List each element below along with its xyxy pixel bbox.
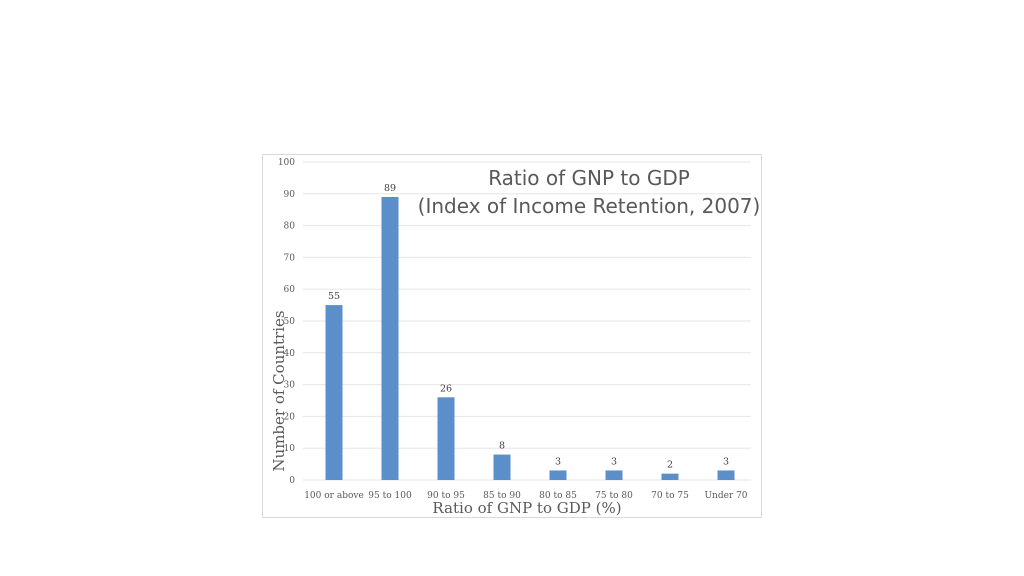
chart-title: Ratio of GNP to GDP <box>488 166 690 190</box>
x-tick-label: Under 70 <box>704 491 747 501</box>
data-label: 2 <box>667 460 673 471</box>
bars <box>325 196 735 481</box>
bar <box>661 473 679 480</box>
data-label: 8 <box>499 441 505 452</box>
gridlines <box>303 161 751 481</box>
bar <box>549 470 567 480</box>
bar <box>437 397 455 480</box>
x-axis-title: Ratio of GNP to GDP (%) <box>432 499 621 517</box>
bar <box>381 196 399 481</box>
data-label: 89 <box>384 183 396 194</box>
data-labels: 55 89 26 8 3 3 2 3 <box>328 183 729 471</box>
x-tick-label: 90 to 95 <box>427 491 465 501</box>
x-tick-label: 80 to 85 <box>539 491 577 501</box>
bar-chart: 0 10 20 30 40 50 60 70 80 90 100 55 89 26 8 3 3 2 3 100 o… <box>270 158 761 517</box>
y-tick-label: 20 <box>284 412 296 422</box>
y-axis-title: Number of Countries <box>270 310 288 471</box>
data-label: 26 <box>440 383 452 394</box>
y-tick-label: 60 <box>284 285 296 295</box>
data-label: 3 <box>723 456 729 467</box>
x-tick-label: 95 to 100 <box>368 491 412 501</box>
y-tick-label: 80 <box>284 222 296 232</box>
x-tick-label: 85 to 90 <box>483 491 521 501</box>
x-tick-label: 100 or above <box>304 491 364 501</box>
chart-area: 0 10 20 30 40 50 60 70 80 90 100 55 89 26 8 3 3 2 3 100 o… <box>262 154 762 518</box>
data-label: 3 <box>611 456 617 467</box>
data-label: 3 <box>555 456 561 467</box>
y-tick-label: 40 <box>284 349 296 359</box>
x-axis-ticks: 100 or above 95 to 100 90 to 95 85 to 90 80 … <box>304 491 748 501</box>
chart-subtitle: (Index of Income Retention, 2007) <box>418 194 761 218</box>
x-tick-label: 75 to 80 <box>595 491 633 501</box>
bar <box>605 470 623 480</box>
y-tick-label: 50 <box>284 317 296 327</box>
y-tick-label: 0 <box>289 476 295 486</box>
bar <box>325 305 343 480</box>
y-tick-label: 100 <box>278 158 295 168</box>
y-tick-label: 10 <box>284 444 296 454</box>
bar <box>493 454 511 480</box>
x-tick-label: 70 to 75 <box>651 491 689 501</box>
y-tick-label: 30 <box>284 381 296 391</box>
bar <box>717 470 735 480</box>
y-tick-label: 70 <box>284 253 296 263</box>
y-axis-ticks: 0 10 20 30 40 50 60 70 80 90 100 <box>278 158 295 486</box>
data-label: 55 <box>328 291 340 302</box>
y-tick-label: 90 <box>284 190 296 200</box>
